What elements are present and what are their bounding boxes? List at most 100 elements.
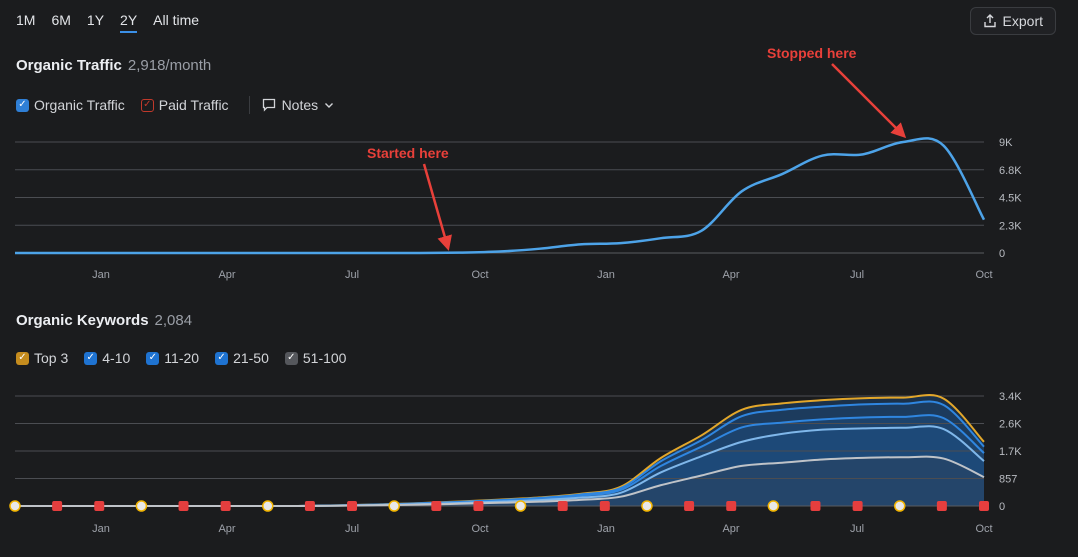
keywords-series-line [15,455,985,508]
notes-label: Notes [281,97,319,113]
event-marker-icon [514,500,527,512]
legend-51-100-label: 51-100 [302,350,347,366]
time-range-tabs: 1M 6M 1Y 2Y All time [16,12,199,33]
keywords-legend: Top 3 4-10 11-20 21-50 51-100 [16,350,362,366]
x-tick-label: Apr [218,523,235,535]
checkbox-icon[interactable] [16,351,29,365]
x-tick-label: Apr [722,269,739,281]
checkbox-icon[interactable] [140,98,154,112]
annotation-stopped: Stopped here [767,45,857,61]
checkbox-icon[interactable] [146,351,160,365]
chevron-down-icon [325,103,334,108]
x-tick-label: Jul [345,269,359,281]
event-marker-icon [557,501,568,511]
event-marker-icon [304,501,315,511]
checkbox-icon[interactable] [284,351,298,365]
event-marker-icon [684,501,695,511]
event-marker-icon [979,501,989,511]
keywords-title: Organic Keywords 2,084 [16,312,192,329]
annotation-started: Started here [367,145,449,161]
event-marker-icon [810,501,821,511]
event-marker-icon [767,500,780,512]
keywords-chart: 3.4K 2.6K 1.7K 857 0 Jan Apr Jul Oct Jan Apr Jul Oct [9,391,1022,535]
y-tick-label: 6.8K [999,165,1022,177]
organic-traffic-line [14,137,986,255]
x-tick-label: Jan [597,269,615,281]
event-marker-icon [473,501,484,511]
export-label: Export [1002,13,1043,29]
x-tick-label: Jan [597,523,615,535]
event-marker-icon [431,501,442,511]
legend-21-50-label: 21-50 [233,350,269,366]
legend-divider [248,96,250,114]
y-tick-label: 3.4K [999,391,1022,403]
range-tab-1y[interactable]: 1Y [86,12,105,28]
checkbox-icon[interactable] [84,351,98,365]
event-marker-icon [726,501,737,511]
legend-top-3[interactable]: Top 3 [16,350,68,366]
y-tick-label: 0 [999,501,1005,513]
traffic-metric: 2,918/month [127,57,212,74]
x-tick-label: Oct [975,523,992,535]
export-button[interactable]: Export [969,7,1056,35]
x-tick-label: Jul [850,269,864,281]
y-tick-label: 2.3K [999,220,1022,232]
x-tick-label: Apr [218,269,235,281]
range-tab-6m[interactable]: 6M [51,12,71,28]
keywords-metric: 2,084 [154,312,193,329]
y-tick-label: 9K [999,137,1013,149]
event-marker-icon [94,501,105,511]
legend-11-20[interactable]: 11-20 [146,350,199,366]
event-marker-icon [641,500,653,512]
event-marker-icon [388,500,400,512]
event-marker-icon [893,500,906,512]
keywords-area-fill [15,415,984,507]
legend-paid-traffic-label: Paid Traffic [158,97,229,113]
traffic-title: Organic Traffic 2,918/month [16,57,211,74]
y-tick-label: 857 [999,474,1017,486]
legend-51-100[interactable]: 51-100 [284,350,347,366]
event-marker-icon [52,501,63,511]
keywords-area-fill [15,426,984,507]
x-tick-label: Jan [92,269,110,281]
range-tab-1m[interactable]: 1M [16,12,36,28]
notes-icon [262,98,275,112]
legend-4-10-label: 4-10 [102,350,131,366]
x-tick-label: Oct [471,269,488,281]
x-tick-label: Jan [92,523,110,535]
range-tab-all-time[interactable]: All time [153,12,200,28]
x-tick-label: Oct [471,523,488,535]
event-marker-icon [262,500,274,512]
event-marker-icon [9,500,21,512]
event-marker-icon [135,500,148,512]
event-marker-icon [220,501,231,511]
keywords-title-name: Organic Keywords [16,312,149,329]
legend-21-50[interactable]: 21-50 [215,350,269,366]
traffic-chart: 9K 6.8K 4.5K 2.3K 0 Jan Apr Jul Oct Jan Apr Jul Oct [14,137,1022,281]
x-tick-label: Apr [722,523,739,535]
notes-dropdown[interactable]: Notes [262,97,335,113]
event-marker-icon [178,501,189,511]
keywords-area-fill [15,456,984,507]
y-tick-label: 2.6K [999,419,1022,431]
event-marker-icon [347,501,358,511]
legend-4-10[interactable]: 4-10 [84,350,130,366]
range-tab-2y[interactable]: 2Y [120,12,138,33]
y-tick-label: 4.5K [999,193,1022,205]
x-tick-label: Jul [345,523,359,535]
x-tick-label: Oct [975,269,992,281]
legend-organic-traffic-label: Organic Traffic [34,97,125,113]
legend-11-20-label: 11-20 [164,350,200,366]
legend-top-3-label: Top 3 [34,350,69,366]
legend-organic-traffic[interactable]: Organic Traffic [16,97,125,113]
checkbox-icon[interactable] [215,351,229,365]
y-tick-label: 0 [999,248,1005,260]
x-tick-label: Jul [850,523,864,535]
checkbox-icon[interactable] [16,98,29,112]
legend-paid-traffic[interactable]: Paid Traffic [140,97,229,113]
y-tick-label: 1.7K [999,446,1022,458]
export-icon [983,14,996,28]
event-marker-icon [852,501,863,511]
event-marker-icon [599,501,610,511]
traffic-title-name: Organic Traffic [16,57,122,74]
